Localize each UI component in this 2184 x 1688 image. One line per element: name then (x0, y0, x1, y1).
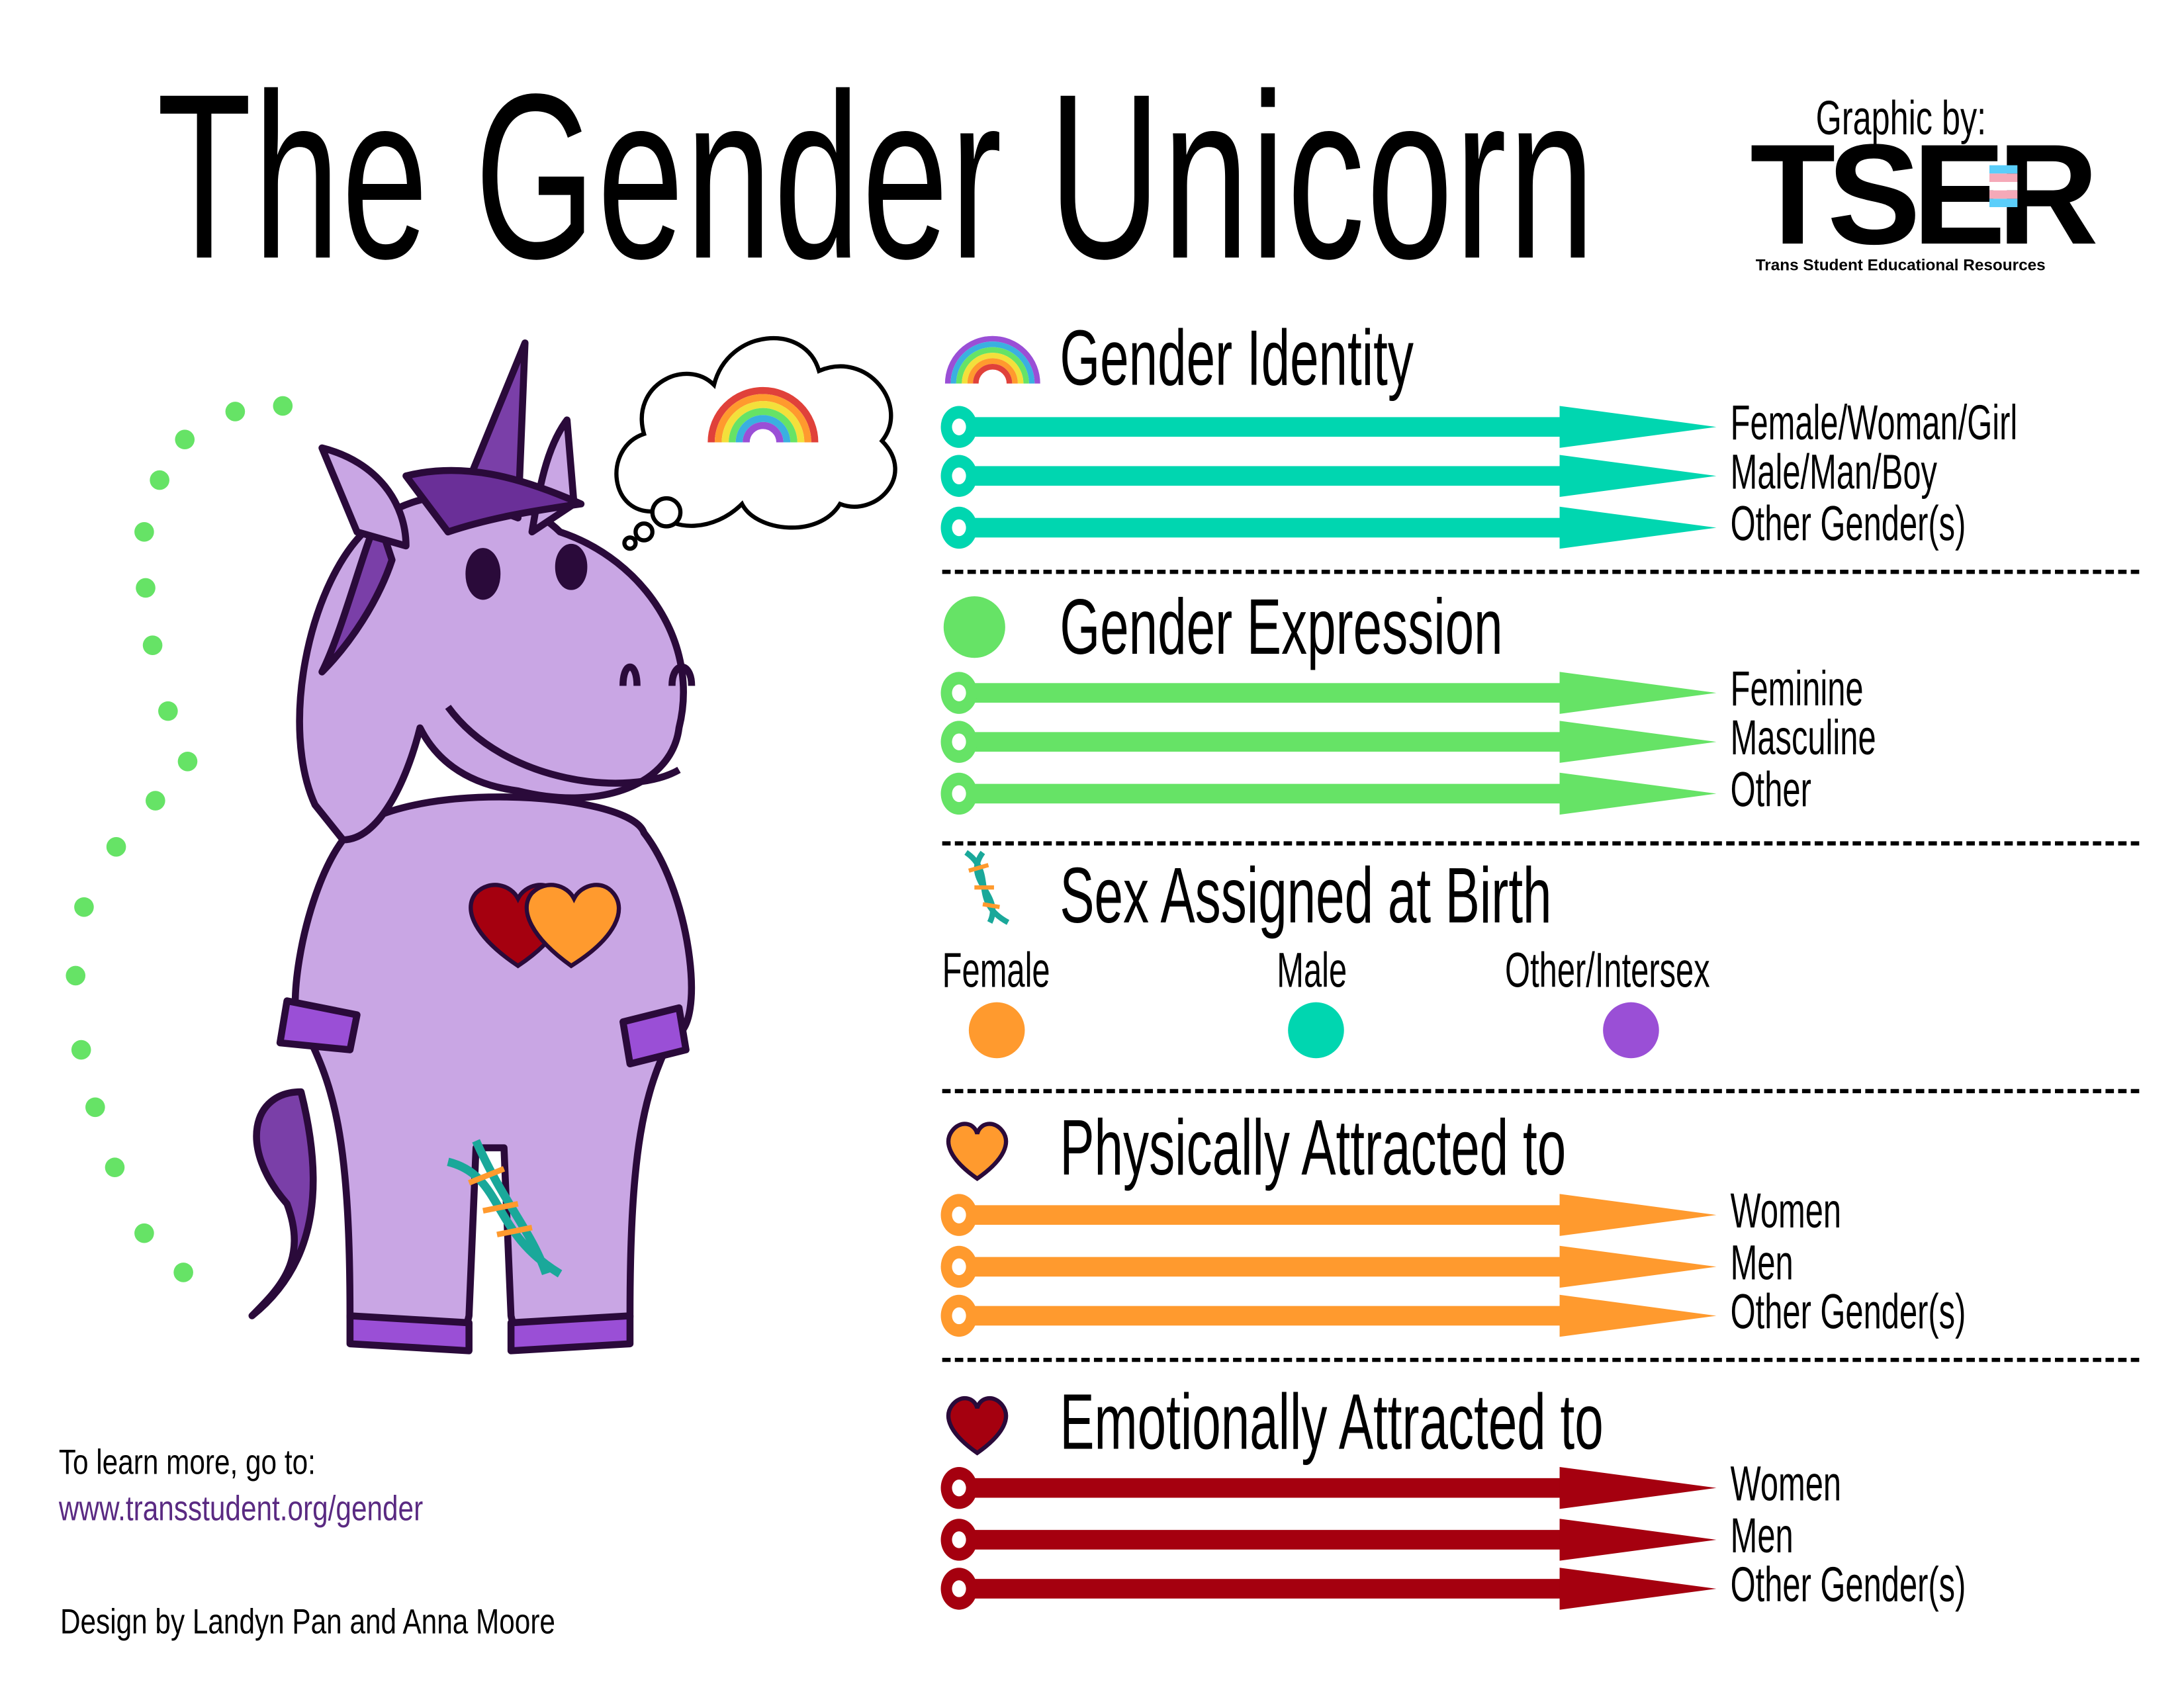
arrow-head (1559, 721, 1717, 763)
page-title: The Gender Unicorn (156, 44, 1597, 308)
arrow-origin-hole (952, 785, 966, 803)
red-heart-icon (946, 1396, 1009, 1456)
spectrum-arrow[interactable] (935, 500, 1719, 556)
arrow-head (1559, 672, 1717, 714)
section-divider (942, 841, 2140, 846)
thought-bubble (614, 335, 897, 551)
section-heading: Sex Assigned at Birth (1060, 851, 1552, 940)
sex-option-label: Female (942, 943, 1050, 999)
section-divider (942, 569, 2140, 574)
arrow-shaft (959, 1257, 1564, 1277)
green-circle-icon (943, 596, 1005, 658)
arrow-shaft (959, 1530, 1564, 1550)
arrow-shaft (959, 517, 1564, 538)
spectrum-label: Women (1730, 1457, 1842, 1512)
tser-subtitle: Trans Student Educational Resources (1755, 257, 2046, 275)
arrow-head (1559, 1294, 1717, 1337)
arrow-shaft (959, 1306, 1564, 1326)
spectrum-arrow[interactable] (935, 766, 1719, 822)
arrow-shaft (959, 1579, 1564, 1599)
arrow-head (1559, 1519, 1717, 1561)
spectrum-label: Other Gender(s) (1730, 1284, 1966, 1340)
spectrum-label: Other Gender(s) (1730, 1558, 1966, 1613)
spectrum-arrow[interactable] (935, 1512, 1719, 1568)
spectrum-arrow[interactable] (935, 714, 1719, 770)
arrow-origin-hole (952, 1531, 966, 1548)
arrow-origin-hole (952, 1206, 966, 1223)
spectrum-arrow[interactable] (935, 665, 1719, 721)
spectrum-arrow[interactable] (935, 1561, 1719, 1617)
spectrum-label: Other Gender(s) (1730, 496, 1966, 552)
learn-more-text: To learn more, go to: (58, 1443, 316, 1483)
spectrum-label: Men (1730, 1235, 1794, 1291)
arrow-head (1559, 1466, 1717, 1509)
arrow-origin-hole (952, 519, 966, 537)
arrow-shaft (959, 683, 1564, 703)
spectrum-label: Men (1730, 1509, 1794, 1564)
section-heading: Gender Expression (1060, 582, 1503, 671)
arrow-head (1559, 506, 1717, 549)
section-heading: Emotionally Attracted to (1060, 1377, 1604, 1466)
spectrum-label: Female/Woman/Girl (1730, 396, 2018, 451)
arrow-head (1559, 772, 1717, 815)
sex-option-label: Male (1277, 943, 1347, 999)
arrow-head (1559, 1245, 1717, 1288)
arrow-shaft (959, 732, 1564, 752)
spectrum-arrow[interactable] (935, 1187, 1719, 1243)
orange-heart-icon (946, 1122, 1009, 1182)
arrow-head (1559, 1568, 1717, 1610)
arrow-origin-hole (952, 1307, 966, 1325)
dna-icon (964, 850, 1010, 925)
bubble-rainbow-icon (707, 386, 819, 443)
arrow-origin-hole (952, 1479, 966, 1497)
arrow-shaft (959, 1205, 1564, 1225)
sex-option-label: Other/Intersex (1505, 943, 1710, 999)
spectrum-arrow[interactable] (935, 1460, 1719, 1516)
rainbow-icon (944, 335, 1040, 384)
section-divider (942, 1088, 2140, 1094)
sex-option-dot[interactable] (1288, 1002, 1344, 1059)
sex-option-dot[interactable] (1603, 1002, 1659, 1059)
spectrum-arrow[interactable] (935, 1288, 1719, 1344)
arrow-shaft (959, 417, 1564, 437)
arrow-origin-hole (952, 418, 966, 435)
arrow-shaft (959, 783, 1564, 804)
spectrum-label: Male/Man/Boy (1730, 445, 1937, 500)
learn-more-link[interactable]: www.transstudent.org/gender (58, 1489, 424, 1529)
spectrum-arrow[interactable] (935, 448, 1719, 504)
arrow-origin-hole (952, 1258, 966, 1276)
hearts-icon (469, 883, 621, 969)
spectrum-label: Feminine (1730, 662, 1864, 717)
spectrum-label: Women (1730, 1184, 1842, 1239)
spectrum-arrow[interactable] (935, 1239, 1719, 1295)
dotted-arc (66, 396, 293, 1282)
section-heading: Gender Identity (1060, 313, 1414, 402)
arrow-shaft (959, 466, 1564, 486)
spectrum-arrow[interactable] (935, 399, 1719, 455)
trans-flag-icon (1989, 165, 2018, 208)
section-heading: Physically Attracted to (1060, 1102, 1567, 1192)
tser-logo: TSER (1750, 123, 2099, 266)
arrow-origin-hole (952, 733, 966, 750)
spectrum-label: Other (1730, 762, 1811, 818)
spectrum-label: Masculine (1730, 711, 1876, 766)
arrow-head (1559, 1194, 1717, 1236)
arrow-origin-hole (952, 1580, 966, 1597)
arrow-head (1559, 406, 1717, 448)
graphic-by-label: Graphic by: (1815, 92, 1987, 146)
tser-logo-text: TSER (1750, 114, 2099, 275)
sex-option-dot[interactable] (968, 1002, 1025, 1059)
design-credit: Design by Landyn Pan and Anna Moore (60, 1603, 555, 1642)
arrow-shaft (959, 1478, 1564, 1498)
arrow-origin-hole (952, 684, 966, 701)
body-dna-icon (447, 1139, 563, 1278)
arrow-head (1559, 455, 1717, 497)
section-divider (942, 1357, 2140, 1362)
arrow-origin-hole (952, 467, 966, 484)
unicorn-illustration (66, 335, 897, 1355)
